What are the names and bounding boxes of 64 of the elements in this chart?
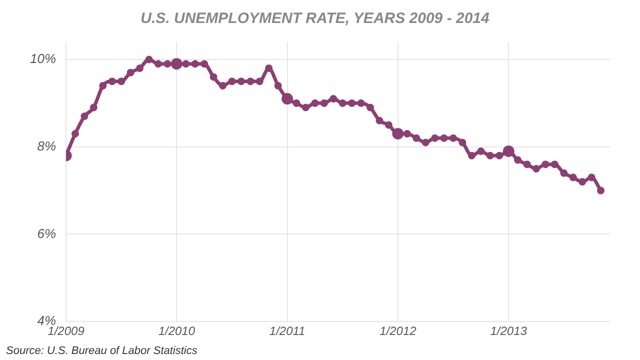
point [164, 60, 172, 68]
point [210, 73, 218, 81]
point [357, 99, 365, 107]
point [99, 82, 107, 90]
point [154, 60, 162, 68]
point [560, 169, 568, 177]
point [523, 160, 531, 168]
point [90, 104, 98, 112]
point [265, 64, 273, 72]
point [514, 156, 522, 164]
point [532, 164, 540, 172]
point [384, 121, 392, 129]
point [274, 82, 282, 90]
point [450, 134, 458, 142]
point [71, 130, 79, 138]
point [431, 134, 439, 142]
point [200, 60, 208, 68]
point [338, 99, 346, 107]
point [246, 78, 254, 86]
point [542, 160, 550, 168]
point [256, 78, 264, 86]
point [237, 78, 245, 86]
point [403, 130, 411, 138]
point [458, 138, 466, 146]
point [80, 112, 88, 120]
point [597, 186, 605, 194]
point [578, 178, 586, 186]
y-tick-label: 8% [37, 138, 56, 154]
point [348, 99, 356, 107]
point [311, 99, 319, 107]
y-tick-label: 10% [30, 51, 56, 66]
point [422, 138, 430, 146]
chart-title: U.S. UNEMPLOYMENT RATE, YEARS 2009 - 2014 [140, 10, 490, 28]
point [330, 95, 338, 103]
point [588, 174, 596, 182]
point [550, 160, 558, 168]
point [136, 64, 144, 72]
point [440, 134, 448, 142]
point [219, 82, 227, 90]
point [376, 116, 384, 124]
point [412, 134, 420, 142]
point [292, 99, 300, 107]
point [191, 60, 199, 68]
x-tick-label: 1/2010 [158, 324, 196, 338]
point [228, 78, 236, 86]
point [118, 78, 126, 86]
point [496, 152, 504, 160]
point [320, 99, 328, 107]
point [468, 152, 476, 160]
x-tick-label: 1/2011 [269, 324, 306, 338]
point [145, 56, 153, 64]
point [569, 174, 577, 182]
x-tick-label: 1/2012 [380, 324, 417, 338]
y-tick-label: 6% [37, 226, 56, 241]
point [302, 104, 310, 112]
x-tick-label: 1/2013 [490, 324, 528, 338]
source-note: Source: U.S. Bureau of Labor Statistics [6, 345, 198, 357]
x-tick-label: 1/2009 [48, 324, 85, 338]
point [126, 68, 134, 76]
point [366, 104, 374, 112]
point [477, 147, 485, 155]
point [486, 152, 494, 160]
point [182, 60, 190, 68]
point [108, 78, 116, 86]
